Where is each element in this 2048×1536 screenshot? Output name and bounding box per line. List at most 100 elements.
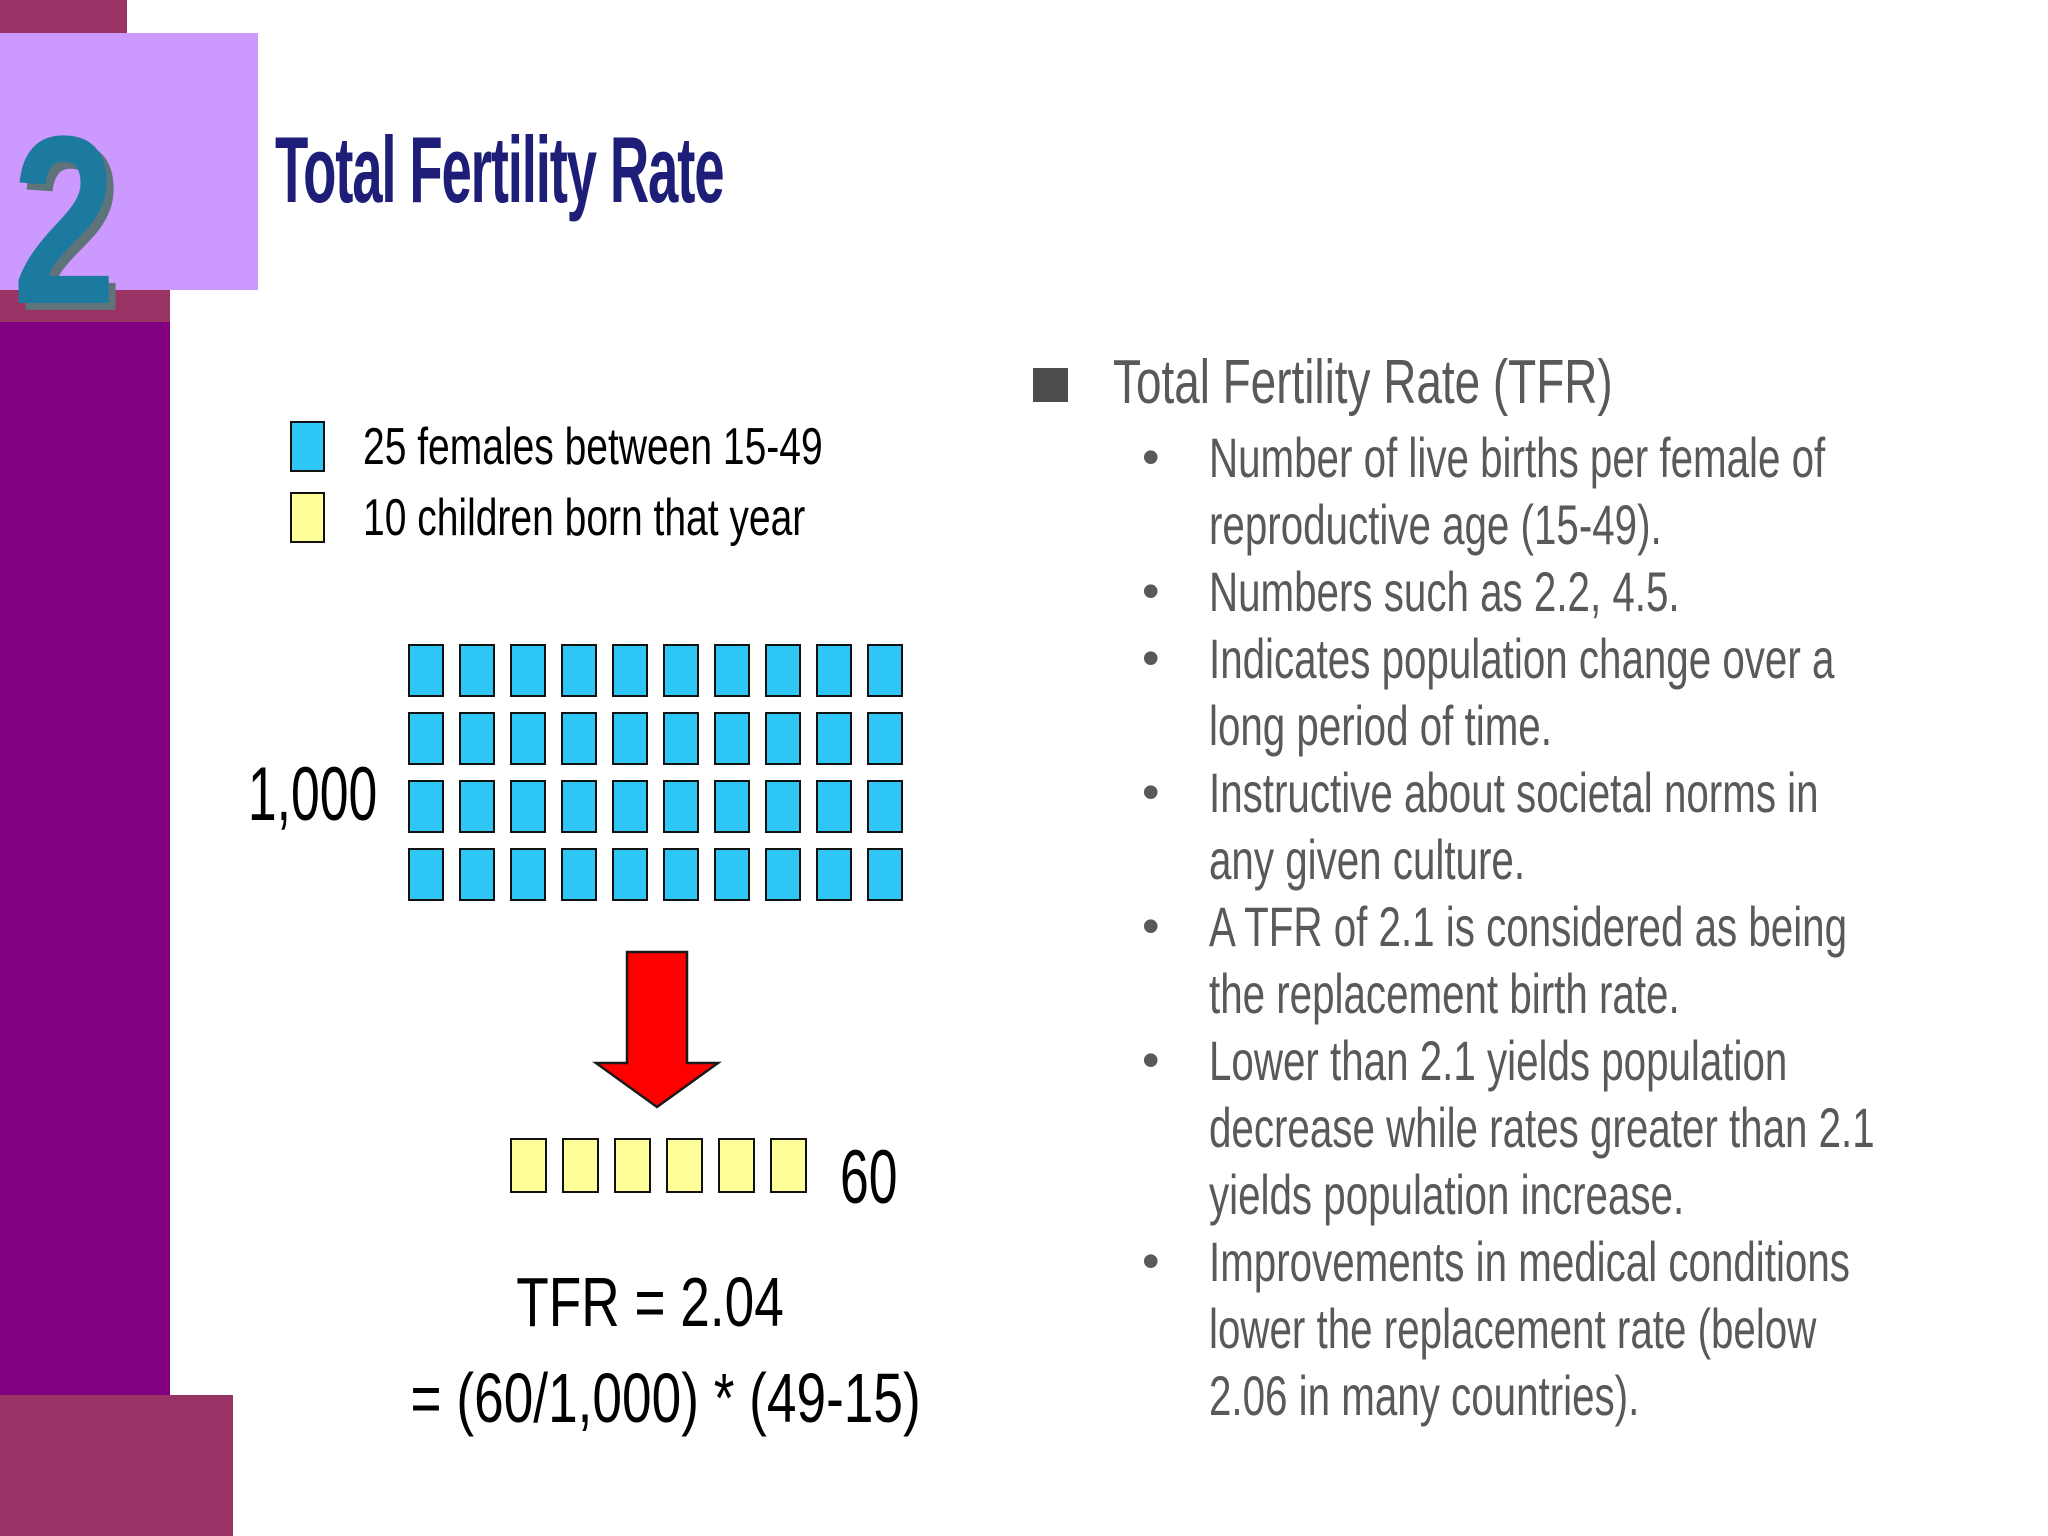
female-unit-square [714,848,750,901]
child-unit-square [718,1138,755,1193]
purple-sidebar [0,322,170,1395]
bullet-item: • Numbers such as 2.2, 4.5. [1136,558,2048,625]
female-unit-square [714,644,750,697]
formula-line-1: TFR = 2.04 [516,1263,784,1341]
female-unit-square [561,712,597,765]
legend-item-children: 10 children born that year [290,489,953,547]
bullet-text: A TFR of 2.1 is considered as being the r… [1209,893,2048,1027]
tfr-formula: TFR = 2.04 = (60/1,000) * (49-15) [330,1254,970,1446]
female-unit-square [408,848,444,901]
female-unit-square [510,712,546,765]
female-unit-square [867,644,903,697]
bullet-text: Lower than 2.1 yields population decrease… [1209,1027,2048,1228]
female-unit-square [561,848,597,901]
bullet-dot: • [1142,764,1160,820]
bullet-line: Numbers such as 2.2, 4.5. [1209,560,1680,623]
child-unit-square [770,1138,807,1193]
bullet-item: • Improvements in medical conditions lower… [1136,1228,2048,1429]
maroon-strip [0,290,170,322]
female-unit-square [510,848,546,901]
bullet-text: Instructive about societal norms in any g… [1209,759,2048,893]
female-unit-square [612,712,648,765]
female-unit-square [561,644,597,697]
heading-bullet-square [1033,368,1068,402]
bullet-line: reproductive age (15-49). [1209,493,1662,556]
bullet-line: Instructive about societal norms in [1209,761,1819,824]
bullet-line: Number of live births per female of [1209,426,1826,489]
female-unit-square [663,780,699,833]
page-title: Total Fertility Rate [275,117,725,222]
children-count-label: 60 [840,1135,898,1220]
bullet-line: 2.06 in many countries). [1209,1364,1640,1427]
females-legend-swatch [290,421,325,472]
child-unit-square [666,1138,703,1193]
children-grid [510,1138,807,1193]
bullet-dot: • [1142,429,1160,485]
female-unit-square [612,644,648,697]
bullet-line: the replacement birth rate. [1209,962,1680,1025]
female-unit-square [408,780,444,833]
bullet-line: A TFR of 2.1 is considered as being [1209,895,1848,958]
female-unit-square [561,780,597,833]
bullet-item: • Number of live births per female of repr… [1136,424,2048,558]
bullet-dot: • [1142,898,1160,954]
female-unit-square [612,780,648,833]
bullet-line: decrease while rates greater than 2.1 [1209,1096,1875,1159]
female-unit-square [867,780,903,833]
bullet-item: • A TFR of 2.1 is considered as being the … [1136,893,2048,1027]
bullet-line: any given culture. [1209,828,1526,891]
female-unit-square [663,712,699,765]
female-unit-square [459,848,495,901]
down-arrow-icon [592,950,722,1109]
bullet-text: Numbers such as 2.2, 4.5. [1209,558,1863,625]
female-unit-square [510,780,546,833]
female-unit-square [459,780,495,833]
female-unit-square [408,644,444,697]
female-unit-square [816,644,852,697]
bullet-text: Indicates population change over a long p… [1209,625,2048,759]
female-unit-square [714,712,750,765]
bullet-list: • Number of live births per female of repr… [1136,424,2048,1429]
female-unit-square [510,644,546,697]
maroon-bottom-block [0,1395,233,1536]
female-unit-square [714,780,750,833]
female-unit-square [765,848,801,901]
bullet-dot: • [1142,563,1160,619]
bullet-item: • Instructive about societal norms in any … [1136,759,2048,893]
child-unit-square [562,1138,599,1193]
bullet-line: Lower than 2.1 yields population [1209,1029,1788,1092]
bullet-item: • Indicates population change over a long … [1136,625,2048,759]
legend-item-females: 25 females between 15-49 [290,418,976,476]
bullet-dot: • [1142,1032,1160,1088]
females-grid [408,644,903,901]
bullet-dot: • [1142,1233,1160,1289]
female-unit-square [867,712,903,765]
female-unit-square [816,848,852,901]
female-unit-square [459,712,495,765]
bullet-line: long period of time. [1209,694,1552,757]
female-unit-square [408,712,444,765]
bullet-line: lower the replacement rate (below [1209,1297,1817,1360]
legend-label: 10 children born that year [363,488,806,547]
legend-label: 25 females between 15-49 [363,417,823,476]
bullet-line: Indicates population change over a [1209,627,1835,690]
children-legend-swatch [290,492,325,543]
female-unit-square [765,780,801,833]
bullet-line: yields population increase. [1209,1163,1685,1226]
female-unit-square [663,848,699,901]
formula-line-2: = (60/1,000) * (49-15) [410,1359,921,1437]
bullet-text: Number of live births per female of repro… [1209,424,2048,558]
child-unit-square [510,1138,547,1193]
female-unit-square [612,848,648,901]
child-unit-square [614,1138,651,1193]
female-unit-square [867,848,903,901]
bullet-item: • Lower than 2.1 yields population decreas… [1136,1027,2048,1228]
bullet-line: Improvements in medical conditions [1209,1230,1850,1293]
lavender-square [0,33,258,290]
female-unit-square [459,644,495,697]
females-count-label: 1,000 [247,752,377,837]
female-unit-square [816,712,852,765]
bullet-dot: • [1142,630,1160,686]
female-unit-square [816,780,852,833]
slide-number: 2 [12,86,117,354]
